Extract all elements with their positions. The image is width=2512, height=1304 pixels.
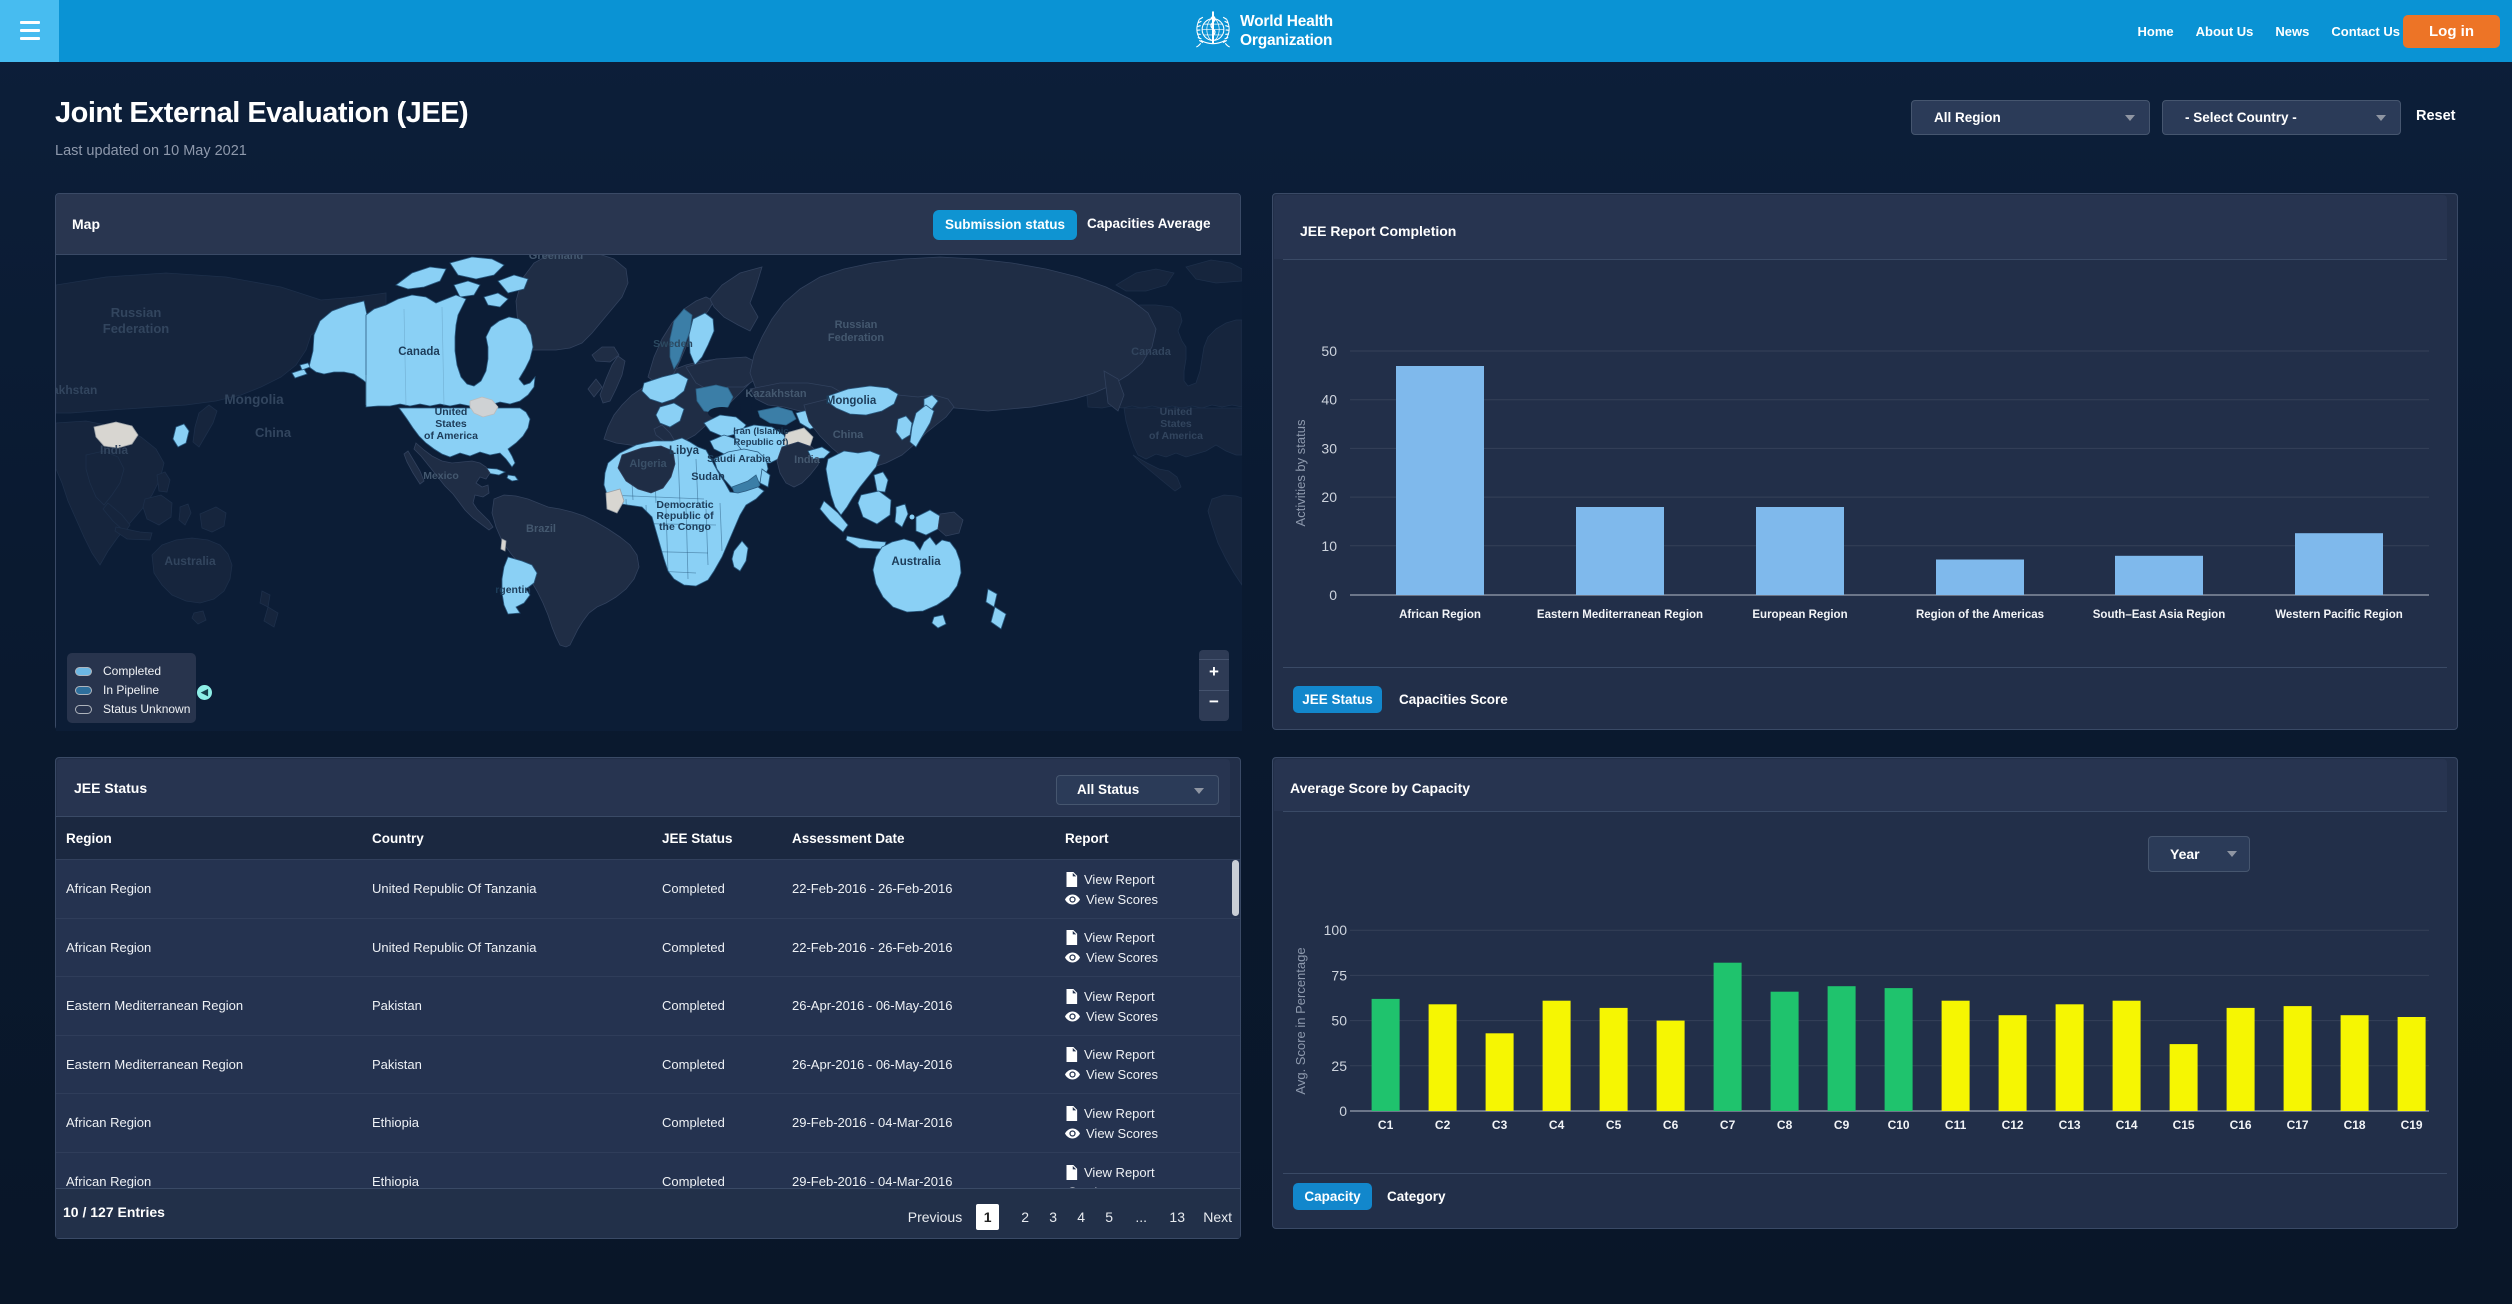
svg-text:Mexico: Mexico [423, 470, 459, 482]
svg-text:of America: of America [1149, 430, 1203, 442]
svg-text:Kazakhstan: Kazakhstan [745, 388, 806, 400]
svg-text:Greenland: Greenland [529, 255, 583, 262]
svg-text:India: India [100, 443, 128, 457]
svg-text:United: United [435, 406, 468, 418]
svg-text:C19: C19 [2401, 1118, 2423, 1132]
svg-text:Federation: Federation [103, 321, 170, 336]
svg-text:States: States [435, 418, 467, 430]
svg-text:European Region: European Region [1752, 609, 1847, 621]
svg-text:25: 25 [1331, 1058, 1347, 1074]
svg-text:C9: C9 [1834, 1118, 1850, 1132]
svg-text:Iran (Islamic: Iran (Islamic [733, 426, 788, 437]
svg-text:10: 10 [1321, 538, 1337, 554]
svg-text:C13: C13 [2059, 1118, 2081, 1132]
svg-text:Saudi Arabia: Saudi Arabia [707, 453, 771, 465]
svg-text:Eastern Mediterranean Region: Eastern Mediterranean Region [1537, 609, 1703, 621]
svg-text:C15: C15 [2173, 1118, 2195, 1132]
svg-text:Republic of: Republic of [656, 510, 714, 522]
svg-text:South–East Asia Region: South–East Asia Region [2093, 609, 2226, 621]
svg-text:0: 0 [1339, 1103, 1347, 1119]
svg-text:C2: C2 [1435, 1118, 1451, 1132]
svg-text:Canada: Canada [398, 346, 440, 358]
svg-text:Libya: Libya [669, 445, 700, 457]
svg-text:Sudan: Sudan [691, 471, 725, 483]
svg-text:Mongolia: Mongolia [826, 395, 877, 407]
svg-text:0: 0 [1329, 587, 1337, 603]
svg-text:Canada: Canada [1131, 346, 1172, 358]
svg-text:Algeria: Algeria [629, 458, 667, 470]
svg-text:Brazil: Brazil [526, 523, 556, 535]
svg-text:China: China [255, 425, 292, 440]
svg-text:C3: C3 [1492, 1118, 1508, 1132]
svg-text:C1: C1 [1378, 1118, 1394, 1132]
svg-text:Australia: Australia [164, 554, 216, 568]
svg-text:C18: C18 [2344, 1118, 2366, 1132]
svg-text:the Congo: the Congo [659, 521, 711, 533]
svg-text:C12: C12 [2002, 1118, 2024, 1132]
svg-text:50: 50 [1331, 1013, 1347, 1029]
svg-text:C16: C16 [2230, 1118, 2252, 1132]
svg-text:40: 40 [1321, 392, 1337, 408]
svg-text:C4: C4 [1549, 1118, 1565, 1132]
svg-text:C14: C14 [2116, 1118, 2138, 1132]
svg-text:C6: C6 [1663, 1118, 1679, 1132]
svg-text:Russian: Russian [111, 305, 162, 320]
svg-text:30: 30 [1321, 440, 1337, 456]
svg-text:Kazakhstan: Kazakhstan [56, 383, 97, 397]
svg-text:United: United [1160, 406, 1193, 418]
svg-text:C10: C10 [1888, 1118, 1910, 1132]
svg-text:Mongolia: Mongolia [224, 392, 284, 407]
svg-text:India: India [794, 454, 821, 466]
svg-text:50: 50 [1321, 343, 1337, 359]
svg-text:States: States [1160, 418, 1192, 430]
svg-text:Republic of): Republic of) [734, 437, 789, 448]
svg-text:C5: C5 [1606, 1118, 1622, 1132]
svg-text:Western Pacific Region: Western Pacific Region [2275, 609, 2403, 621]
svg-text:of America: of America [424, 430, 478, 442]
svg-text:China: China [833, 429, 864, 441]
svg-text:Federation: Federation [828, 332, 885, 344]
svg-text:C17: C17 [2287, 1118, 2309, 1132]
svg-text:rgentin: rgentin [495, 584, 531, 596]
svg-text:Region of the Americas: Region of the Americas [1916, 609, 2044, 621]
svg-text:Activities by status: Activities by status [1293, 419, 1308, 526]
svg-text:Avg. Score in Percentage: Avg. Score in Percentage [1293, 947, 1308, 1094]
svg-text:African Region: African Region [1399, 609, 1481, 621]
svg-text:C11: C11 [1945, 1118, 1967, 1132]
svg-text:100: 100 [1324, 922, 1348, 938]
svg-text:Russian: Russian [835, 319, 878, 331]
svg-text:Australia: Australia [891, 556, 941, 568]
svg-text:75: 75 [1331, 967, 1347, 983]
svg-text:Democratic: Democratic [656, 499, 713, 511]
svg-text:Sweden: Sweden [653, 338, 693, 350]
svg-text:20: 20 [1321, 489, 1337, 505]
svg-text:C7: C7 [1720, 1118, 1736, 1132]
svg-text:C8: C8 [1777, 1118, 1793, 1132]
